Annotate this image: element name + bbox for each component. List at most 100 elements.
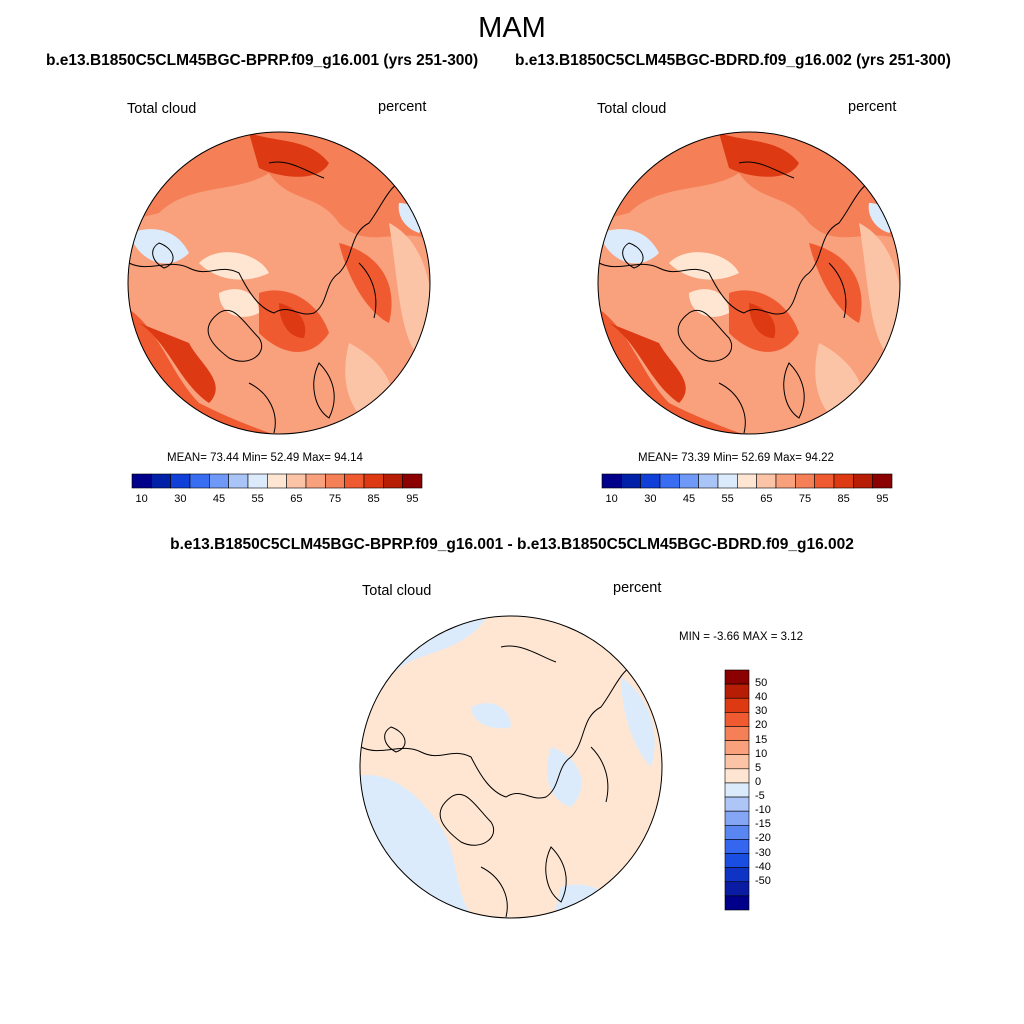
colorbar-difference-cell	[724, 697, 750, 713]
colorbar-difference-cell	[724, 712, 750, 727]
colorbar-difference-cell	[724, 824, 750, 840]
colorbar-case1-cell	[363, 473, 384, 489]
panel3-stats: MIN = -3.66 MAX = 3.12	[679, 631, 804, 643]
colorbar-case2-tick-label: 45	[682, 493, 696, 505]
colorbar-difference-tick-label: -5	[755, 790, 765, 803]
colorbar-difference-cell	[724, 740, 750, 756]
colorbar-case1-cell	[131, 473, 152, 489]
map-case2	[598, 132, 900, 434]
colorbar-case2-cell	[679, 473, 699, 489]
colorbar-case2-cell	[601, 473, 622, 489]
colorbar-difference-tick-label: 30	[755, 705, 768, 718]
difference-title: b.e13.B1850C5CLM45BGC-BPRP.f09_g16.001 -…	[170, 536, 854, 553]
colorbar-case2-cell	[853, 473, 873, 489]
colorbar-difference-tick-label: -30	[755, 846, 771, 859]
colorbar-difference-cell	[724, 669, 750, 685]
colorbar-difference-tick-label: 0	[755, 775, 762, 788]
panel1-stats: MEAN= 73.44 Min= 52.49 Max= 94.14	[167, 452, 363, 464]
map-difference	[360, 616, 662, 918]
colorbar-case1-cell	[267, 473, 287, 489]
colorbar-case2-tick-label: 75	[798, 493, 812, 505]
colorbar-case1-cell	[189, 473, 210, 489]
colorbar-difference-tick-label: -15	[755, 818, 771, 831]
colorbar-difference-cell	[724, 782, 750, 798]
map-case2-border	[597, 131, 901, 435]
colorbar-case2-cell	[814, 473, 835, 489]
panel3-units-label: percent	[613, 580, 662, 596]
panel1-variable-label: Total cloud	[127, 101, 197, 117]
colorbar-difference-tick-label: 15	[755, 733, 768, 746]
colorbar-case1-cell	[151, 473, 171, 489]
colorbar-case2-cell	[872, 473, 893, 489]
colorbar-case2-cell	[833, 473, 854, 489]
colorbar-case1-cell	[305, 473, 326, 489]
colorbar-case1-cell	[325, 473, 345, 489]
colorbar-case1-tick-label: 95	[406, 493, 419, 505]
colorbar-case1	[131, 473, 423, 489]
panel1-units-label: percent	[378, 99, 427, 115]
colorbar-case2-cell	[717, 473, 738, 489]
colorbar-case1-tick-label: 55	[251, 493, 264, 505]
colorbar-difference-tick-label: 40	[755, 691, 768, 704]
colorbar-difference-cell	[724, 867, 750, 883]
colorbar-difference-tick-label: -10	[755, 804, 771, 817]
colorbar-difference-tick-label: 10	[755, 747, 768, 760]
colorbar-case2-cell	[621, 473, 641, 489]
colorbar-case1-tick-label: 45	[212, 493, 226, 505]
colorbar-difference-cell	[724, 754, 750, 770]
panel2-stats: MEAN= 73.39 Min= 52.69 Max= 94.22	[638, 452, 834, 464]
colorbar-difference-cell	[724, 839, 750, 854]
colorbar-case1-cell	[344, 473, 365, 489]
colorbar-difference-tick-label: -50	[755, 874, 771, 887]
case1-title: b.e13.B1850C5CLM45BGC-BPRP.f09_g16.001 (…	[46, 52, 479, 69]
colorbar-difference-cell	[724, 726, 750, 741]
colorbar-case1-cell	[228, 473, 249, 489]
colorbar-difference-cell	[724, 768, 750, 784]
colorbar-difference-cell	[724, 853, 750, 868]
colorbar-case1-tick-label: 30	[174, 493, 187, 505]
colorbar-case2-cell	[756, 473, 777, 489]
colorbar-difference-cell	[724, 810, 750, 826]
colorbar-case1-cell	[170, 473, 191, 489]
colorbar-case1-cell	[286, 473, 307, 489]
colorbar-case2-cell	[795, 473, 815, 489]
figure-title: MAM	[478, 12, 546, 44]
colorbar-difference-cell	[724, 881, 750, 897]
colorbar-case1-tick-label: 75	[328, 493, 342, 505]
colorbar-case2-cell	[640, 473, 661, 489]
map-case1-border	[127, 131, 431, 435]
colorbar-case1-cell	[383, 473, 403, 489]
colorbar-difference	[724, 669, 750, 911]
colorbar-case1-cell	[247, 473, 268, 489]
colorbar-case2	[601, 473, 893, 489]
panel2-units-label: percent	[848, 99, 897, 115]
colorbar-case2-tick-label: 95	[876, 493, 889, 505]
colorbar-case2-tick-label: 10	[605, 493, 618, 505]
colorbar-case2-tick-label: 85	[837, 493, 850, 505]
panel2-variable-label: Total cloud	[597, 101, 667, 117]
colorbar-case1-tick-label: 10	[135, 493, 148, 505]
map-difference-border	[359, 615, 663, 919]
colorbar-difference-tick-label: -20	[755, 832, 771, 845]
colorbar-case1-cell	[209, 473, 229, 489]
colorbar-difference-tick-label: 5	[755, 761, 762, 774]
colorbar-case2-cell	[775, 473, 796, 489]
colorbar-difference-tick-label: -40	[755, 860, 771, 873]
colorbar-case2-cell	[659, 473, 680, 489]
colorbar-case1-tick-label: 65	[290, 493, 303, 505]
colorbar-difference-cell	[724, 895, 750, 911]
case2-title: b.e13.B1850C5CLM45BGC-BDRD.f09_g16.002 (…	[515, 52, 951, 69]
colorbar-case1-cell	[402, 473, 423, 489]
colorbar-case2-tick-label: 30	[644, 493, 657, 505]
colorbar-difference-cell	[724, 683, 750, 699]
map-case1	[128, 132, 430, 434]
colorbar-difference-tick-label: 50	[755, 677, 768, 690]
colorbar-difference-cell	[724, 796, 750, 812]
colorbar-case2-cell	[698, 473, 719, 489]
colorbar-case2-tick-label: 65	[760, 493, 773, 505]
colorbar-case1-tick-label: 85	[367, 493, 380, 505]
panel3-variable-label: Total cloud	[362, 583, 432, 599]
colorbar-difference-tick-label: 20	[755, 719, 768, 732]
colorbar-case2-tick-label: 55	[721, 493, 734, 505]
